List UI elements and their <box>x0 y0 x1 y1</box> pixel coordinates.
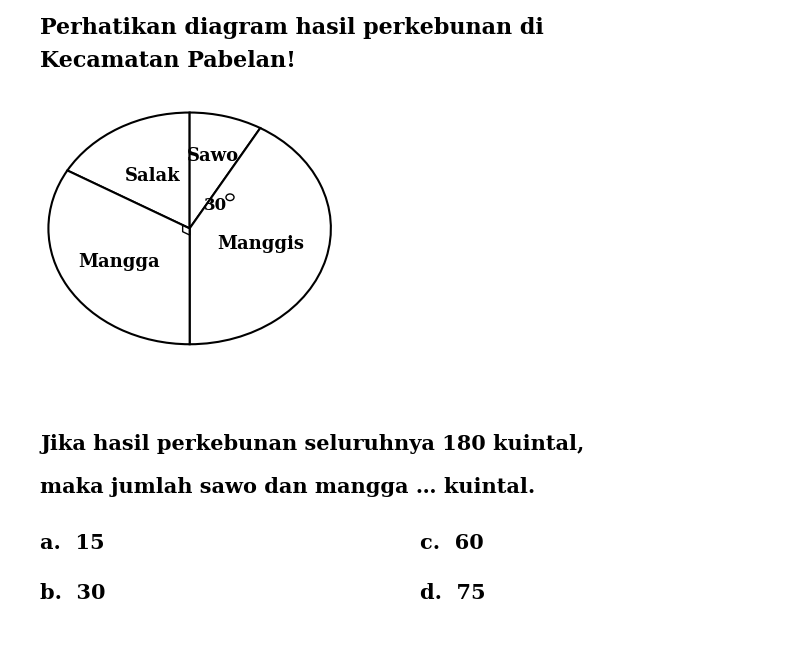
Wedge shape <box>190 128 331 344</box>
Text: Salak: Salak <box>125 167 181 185</box>
Text: 30: 30 <box>204 197 228 214</box>
Wedge shape <box>67 113 190 228</box>
Text: maka jumlah sawo dan mangga … kuintal.: maka jumlah sawo dan mangga … kuintal. <box>40 477 536 496</box>
Text: Jika hasil perkebunan seluruhnya 180 kuintal,: Jika hasil perkebunan seluruhnya 180 kui… <box>40 434 584 453</box>
Text: Perhatikan diagram hasil perkebunan di: Perhatikan diagram hasil perkebunan di <box>40 17 544 38</box>
Text: Mangga: Mangga <box>78 253 160 271</box>
Wedge shape <box>190 113 260 228</box>
Text: c.  60: c. 60 <box>420 533 483 553</box>
Text: b.  30: b. 30 <box>40 583 106 602</box>
Text: Sawo: Sawo <box>187 147 240 165</box>
Text: a.  15: a. 15 <box>40 533 105 553</box>
Wedge shape <box>48 170 190 344</box>
Text: Manggis: Manggis <box>217 235 304 253</box>
Text: d.  75: d. 75 <box>420 583 485 602</box>
Text: Kecamatan Pabelan!: Kecamatan Pabelan! <box>40 50 296 71</box>
